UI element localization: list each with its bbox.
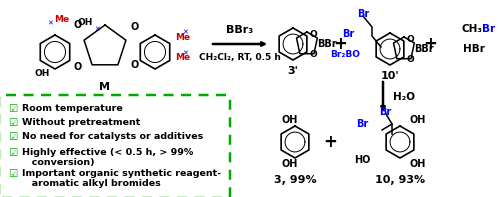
- Text: Br: Br: [357, 9, 369, 19]
- Text: Br: Br: [482, 24, 495, 34]
- FancyBboxPatch shape: [0, 95, 230, 197]
- Text: CH₂Cl₂, RT, 0.5 h: CH₂Cl₂, RT, 0.5 h: [199, 52, 281, 61]
- Text: O: O: [406, 55, 414, 63]
- Text: +: +: [333, 35, 347, 53]
- Text: O: O: [309, 30, 317, 38]
- Text: Without pretreatment: Without pretreatment: [22, 118, 141, 127]
- Text: M: M: [100, 82, 110, 92]
- Text: Br₂BO: Br₂BO: [330, 49, 360, 59]
- Text: O: O: [406, 34, 414, 44]
- Text: OH: OH: [282, 159, 298, 169]
- Text: +: +: [323, 133, 337, 151]
- Text: No need for catalysts or additives: No need for catalysts or additives: [22, 132, 203, 141]
- Text: 3, 99%: 3, 99%: [274, 175, 316, 185]
- Text: +: +: [423, 35, 437, 53]
- Text: OH: OH: [410, 159, 426, 169]
- Text: HBr: HBr: [463, 44, 485, 54]
- Text: O: O: [74, 62, 82, 72]
- Text: Me: Me: [176, 33, 190, 42]
- Text: O: O: [309, 49, 317, 59]
- Text: ☑: ☑: [8, 104, 17, 114]
- Text: ✕: ✕: [182, 50, 188, 56]
- Text: 10': 10': [380, 71, 400, 81]
- Text: Room temperature: Room temperature: [22, 104, 123, 113]
- Text: BBr: BBr: [317, 39, 337, 49]
- Text: ☑: ☑: [8, 132, 17, 142]
- Text: OH: OH: [410, 115, 426, 125]
- Text: ☑: ☑: [8, 148, 17, 158]
- Text: ✕: ✕: [182, 29, 188, 35]
- Text: Highly effective (< 0.5 h, > 99%
   conversion): Highly effective (< 0.5 h, > 99% convers…: [22, 148, 193, 167]
- Text: O: O: [131, 22, 139, 32]
- Text: ✕: ✕: [94, 26, 100, 32]
- Text: OH: OH: [282, 115, 298, 125]
- Text: Br: Br: [379, 107, 391, 117]
- Text: Me: Me: [54, 15, 70, 23]
- Text: O: O: [131, 60, 139, 70]
- Text: H₂O: H₂O: [393, 92, 415, 102]
- Text: ☑: ☑: [8, 169, 17, 179]
- Text: Important organic synthetic reagent-
   aromatic alkyl bromides: Important organic synthetic reagent- aro…: [22, 169, 221, 188]
- Text: O: O: [74, 20, 82, 30]
- Text: CH₃: CH₃: [461, 24, 482, 34]
- Text: 10, 93%: 10, 93%: [375, 175, 425, 185]
- Text: BBr: BBr: [414, 44, 434, 54]
- Text: 3': 3': [288, 66, 298, 76]
- Text: Br: Br: [356, 119, 368, 129]
- Text: Me: Me: [176, 52, 190, 61]
- Text: OH: OH: [78, 18, 92, 27]
- Text: ✕: ✕: [47, 20, 53, 26]
- Text: OH: OH: [34, 69, 50, 77]
- Text: Br: Br: [342, 29, 354, 39]
- Text: BBr₃: BBr₃: [226, 25, 254, 35]
- Text: HO: HO: [354, 155, 370, 165]
- Text: ☑: ☑: [8, 118, 17, 128]
